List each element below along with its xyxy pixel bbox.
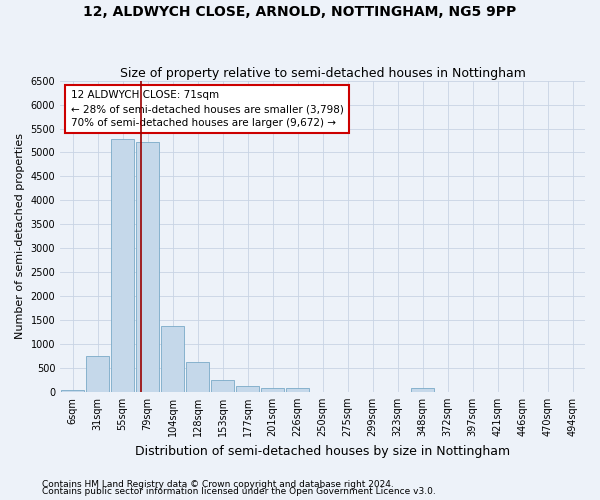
Bar	[61, 390, 84, 392]
Text: Contains public sector information licensed under the Open Government Licence v3: Contains public sector information licen…	[42, 487, 436, 496]
Text: 12, ALDWYCH CLOSE, ARNOLD, NOTTINGHAM, NG5 9PP: 12, ALDWYCH CLOSE, ARNOLD, NOTTINGHAM, N…	[83, 5, 517, 19]
Bar	[262, 388, 284, 392]
Y-axis label: Number of semi-detached properties: Number of semi-detached properties	[15, 133, 25, 339]
Text: 12 ALDWYCH CLOSE: 71sqm
← 28% of semi-detached houses are smaller (3,798)
70% of: 12 ALDWYCH CLOSE: 71sqm ← 28% of semi-de…	[71, 90, 344, 128]
Bar	[211, 380, 234, 392]
Bar	[412, 388, 434, 392]
Bar	[286, 388, 309, 392]
Bar	[86, 356, 109, 392]
Bar	[112, 139, 134, 392]
X-axis label: Distribution of semi-detached houses by size in Nottingham: Distribution of semi-detached houses by …	[135, 444, 510, 458]
Bar	[236, 386, 259, 392]
Text: Contains HM Land Registry data © Crown copyright and database right 2024.: Contains HM Land Registry data © Crown c…	[42, 480, 394, 489]
Bar	[161, 326, 184, 392]
Bar	[136, 142, 159, 392]
Bar	[187, 362, 209, 392]
Title: Size of property relative to semi-detached houses in Nottingham: Size of property relative to semi-detach…	[119, 66, 526, 80]
